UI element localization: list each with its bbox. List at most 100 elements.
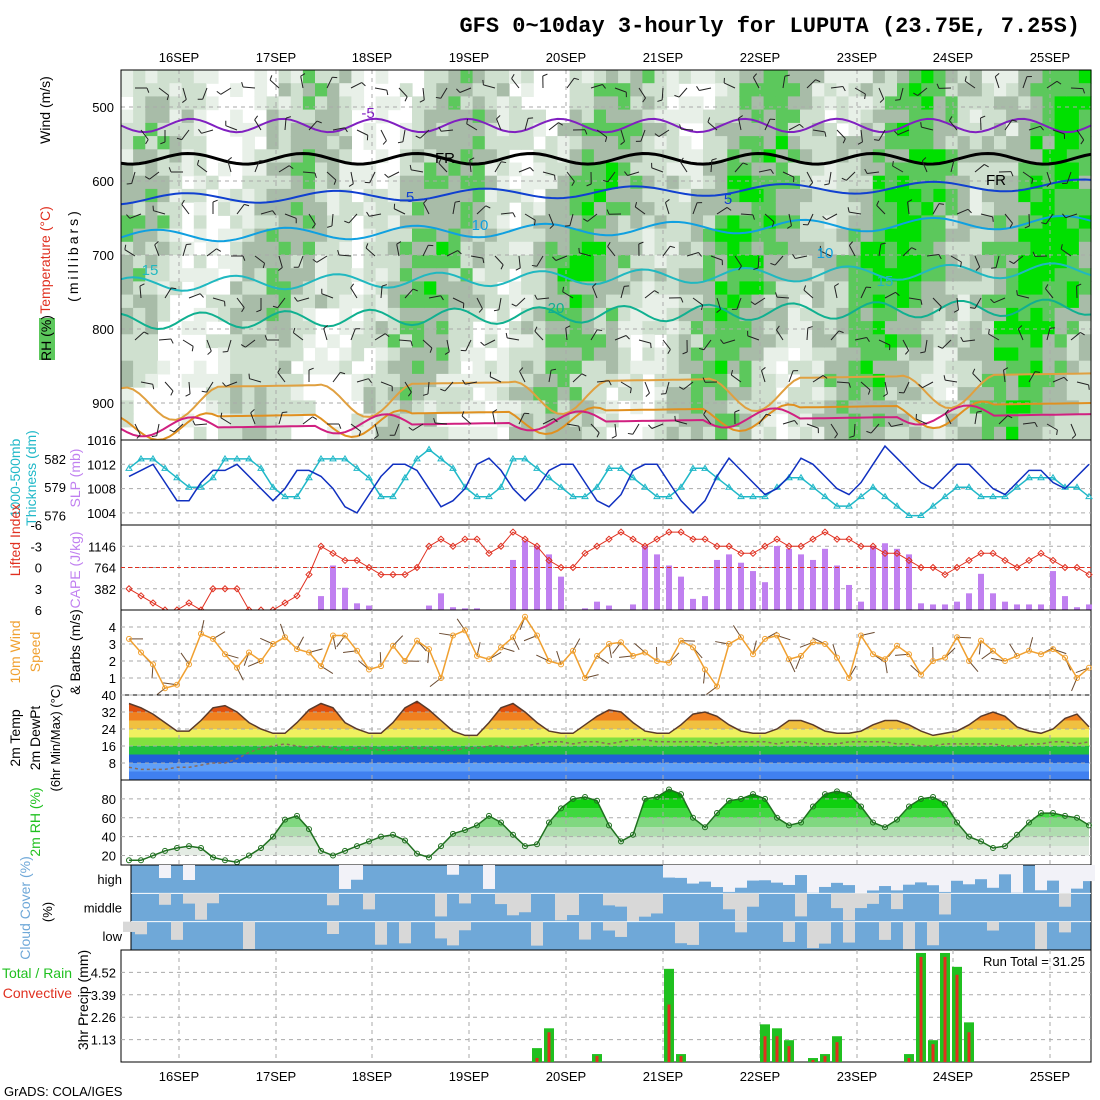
rh-cell bbox=[521, 400, 534, 415]
wind-barb bbox=[587, 213, 598, 222]
wind-barb-flag bbox=[1056, 80, 1062, 85]
rh-cell bbox=[363, 215, 377, 230]
rh-cell bbox=[496, 228, 510, 243]
wind-barb bbox=[846, 171, 856, 181]
wind-barb bbox=[782, 171, 795, 178]
wind-barb-flag bbox=[533, 220, 536, 226]
wind-barb bbox=[761, 370, 766, 383]
rh-cell bbox=[145, 347, 158, 362]
wind-barb bbox=[752, 77, 760, 89]
wind-barb-flag bbox=[750, 301, 756, 305]
rh-cell bbox=[133, 122, 146, 137]
cloud-clear-cell bbox=[1035, 865, 1047, 891]
rh-cell bbox=[1018, 360, 1031, 375]
wind10m-point bbox=[414, 637, 420, 644]
wind-barb bbox=[227, 339, 232, 352]
wind-barb bbox=[245, 339, 256, 348]
rh2m-point bbox=[654, 794, 660, 800]
precip-convective-bar bbox=[787, 1046, 791, 1062]
rh-cell bbox=[1006, 387, 1019, 401]
wind-barb-flag bbox=[152, 384, 155, 390]
rh-cell bbox=[375, 373, 389, 388]
rh-cell bbox=[569, 162, 583, 177]
rh-cell bbox=[460, 202, 474, 216]
rh-cell bbox=[739, 387, 753, 401]
rh-cell bbox=[884, 109, 898, 124]
wind-barb bbox=[278, 165, 290, 173]
rh-cell bbox=[1042, 413, 1056, 428]
rh-cell bbox=[1018, 307, 1031, 322]
rh-cell bbox=[569, 149, 583, 164]
rh-cell bbox=[169, 162, 183, 177]
wind-barb-flag bbox=[847, 207, 850, 213]
rh-cell bbox=[1030, 281, 1044, 296]
rh-cell bbox=[1042, 136, 1056, 150]
rh-cell bbox=[290, 400, 304, 415]
rh2m-point bbox=[426, 854, 432, 861]
rh-cell bbox=[1018, 136, 1031, 150]
rh-cell bbox=[884, 400, 898, 415]
rh-cell bbox=[315, 109, 328, 124]
rh-cell bbox=[897, 215, 910, 230]
rh-cell bbox=[193, 175, 207, 190]
wind-barb-flag bbox=[553, 418, 558, 423]
rh-cell bbox=[666, 400, 680, 415]
wind-barb-flag bbox=[146, 87, 150, 93]
rh-cell bbox=[254, 360, 268, 375]
wind10m-point bbox=[138, 649, 144, 656]
li-point bbox=[941, 570, 949, 579]
rh-cell bbox=[642, 228, 656, 243]
rh-cell bbox=[169, 215, 183, 230]
li-point bbox=[533, 542, 541, 550]
wind-barb bbox=[476, 297, 483, 309]
cape-bar bbox=[558, 576, 564, 610]
rh-cell bbox=[121, 70, 134, 84]
wind10m-point bbox=[570, 647, 576, 654]
cape-bar bbox=[426, 605, 432, 610]
rh-cell bbox=[872, 255, 886, 269]
wind-barb bbox=[836, 381, 850, 384]
wind-barb-flag bbox=[1003, 367, 1009, 371]
rh-cell bbox=[315, 175, 328, 190]
rh-cell bbox=[448, 255, 462, 269]
wind-barb-flag bbox=[242, 255, 246, 261]
temperature-contour bbox=[120, 262, 1092, 292]
wind-barb bbox=[956, 208, 969, 215]
li-point bbox=[689, 535, 697, 543]
rh-cell bbox=[121, 241, 134, 256]
rh-cell bbox=[618, 347, 631, 362]
rh2m-point bbox=[1014, 831, 1020, 838]
wind-barb bbox=[465, 381, 478, 385]
rh-cell bbox=[375, 426, 389, 441]
thickness-point bbox=[905, 511, 913, 519]
rh-cell bbox=[472, 175, 486, 190]
rh-cell bbox=[957, 188, 971, 203]
rh-cell bbox=[715, 162, 728, 177]
rh2m-point bbox=[894, 816, 900, 823]
rh-cell bbox=[787, 109, 801, 124]
rh-cell bbox=[254, 83, 268, 97]
wind-barb-flag bbox=[866, 430, 872, 434]
wind-barb-flag bbox=[534, 326, 538, 332]
cape-bar bbox=[474, 608, 480, 610]
wind-barb-flag bbox=[397, 141, 404, 144]
rh-cell bbox=[1078, 202, 1092, 216]
wind-barb-flag bbox=[337, 250, 340, 256]
wind-barb bbox=[870, 423, 880, 434]
wind-barb bbox=[412, 423, 424, 431]
rh2m-line bbox=[129, 788, 1090, 863]
cloud-clear-cell bbox=[663, 865, 675, 878]
rh-cell bbox=[860, 215, 874, 230]
rh-cell bbox=[1018, 400, 1031, 415]
rh-cell bbox=[654, 83, 668, 97]
wind-barb-flag bbox=[250, 409, 255, 414]
rh-cell bbox=[581, 70, 595, 84]
rh-cell bbox=[678, 70, 692, 84]
rh-cell bbox=[884, 188, 898, 203]
rh-cell bbox=[181, 122, 195, 137]
rh-cell bbox=[1042, 228, 1056, 243]
rh-cell bbox=[787, 202, 801, 216]
cloud-clear-cell bbox=[891, 893, 903, 910]
rh2m-point bbox=[522, 843, 528, 850]
rh-cell bbox=[412, 109, 425, 124]
